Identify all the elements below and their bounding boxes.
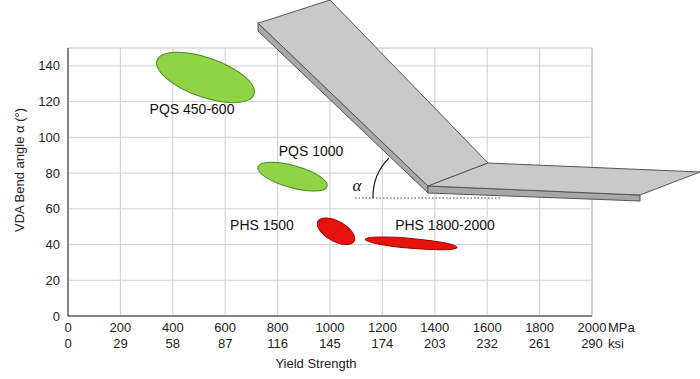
x-grid-line <box>68 48 69 316</box>
page: {"chart_data": { "type": "ellipse", "xla… <box>0 0 700 379</box>
x-axis-line <box>68 316 592 317</box>
y-tick-label: 80 <box>46 166 60 181</box>
y-tick-label: 60 <box>46 201 60 216</box>
region-label: PQS 1000 <box>279 143 344 159</box>
region-ellipse <box>255 156 330 197</box>
x-tick-label: 600 <box>214 320 236 335</box>
y-grid-line <box>68 101 592 102</box>
sheet-lower <box>428 163 700 195</box>
x2-tick-label: 116 <box>267 336 288 351</box>
x2-tick-label: 29 <box>113 336 127 351</box>
x-tick-label: 1400 <box>420 320 449 335</box>
y-grid-line <box>68 137 592 138</box>
x2-tick-label: 0 <box>64 336 71 351</box>
y-grid-line <box>68 208 592 209</box>
y-tick-label: 0 <box>53 309 60 324</box>
x-tick-label: 400 <box>162 320 184 335</box>
x2-tick-label: 87 <box>218 336 232 351</box>
y-grid-line <box>68 244 592 245</box>
region-label: PHS 1500 <box>230 217 294 233</box>
region-label: PQS 450-600 <box>150 101 235 117</box>
x-unit: MPa <box>608 320 636 335</box>
y-axis-label: VDA Bend angle α (°) <box>12 108 27 232</box>
x2-tick-label: 290 <box>581 336 603 351</box>
x2-tick-label: 145 <box>319 336 341 351</box>
x-tick-label: 200 <box>110 320 132 335</box>
x-tick-label: 800 <box>267 320 289 335</box>
sheet-upper <box>258 0 488 186</box>
x2-tick-label: 232 <box>476 336 498 351</box>
x-tick-label: 1800 <box>525 320 554 335</box>
y-tick-label: 120 <box>38 94 60 109</box>
region-ellipse <box>313 213 359 251</box>
region-label: PHS 1800-2000 <box>395 217 495 233</box>
y-tick-label: 100 <box>38 130 60 145</box>
x2-tick-label: 203 <box>424 336 446 351</box>
chart: 0204060801001201400200400600800100012001… <box>0 0 700 379</box>
angle-symbol: α <box>353 176 363 195</box>
x2-tick-label: 174 <box>372 336 394 351</box>
y-axis-line <box>68 48 69 316</box>
x-tick-label: 1200 <box>368 320 397 335</box>
x-tick-label: 1000 <box>316 320 345 335</box>
x-grid-line <box>120 48 121 316</box>
x-grid-line <box>172 48 173 316</box>
x-axis-label: Yield Strength <box>275 356 356 371</box>
angle-arc <box>373 158 389 198</box>
x2-tick-label: 261 <box>529 336 551 351</box>
y-grid-line <box>68 280 592 281</box>
reference-line <box>355 198 500 199</box>
y-tick-label: 20 <box>46 273 60 288</box>
y-tick-label: 140 <box>38 58 60 73</box>
x-tick-label: 2000 <box>578 320 607 335</box>
x-tick-label: 0 <box>64 320 71 335</box>
x2-unit: ksi <box>608 336 624 351</box>
y-grid-line <box>68 316 592 317</box>
x2-tick-label: 58 <box>166 336 180 351</box>
x-tick-label: 1600 <box>473 320 502 335</box>
sheet-illustration <box>258 0 700 201</box>
region-ellipse <box>365 234 458 252</box>
y-tick-label: 40 <box>46 237 60 252</box>
